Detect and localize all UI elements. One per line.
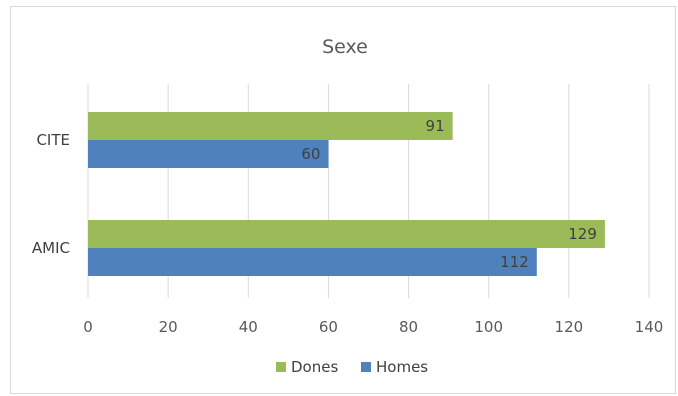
chart-title: Sexe [322, 36, 368, 58]
data-label-homes-amic: 112 [500, 253, 529, 271]
x-tick-label-140: 140 [635, 318, 664, 336]
y-axis-categories: CITE AMIC [32, 131, 70, 257]
chart-frame [10, 6, 676, 394]
data-label-dones-cite: 91 [426, 117, 445, 135]
bar-homes-amic [88, 248, 537, 276]
data-label-homes-cite: 60 [301, 145, 320, 163]
legend-label-homes: Homes [376, 358, 428, 376]
x-tick-label-120: 120 [555, 318, 584, 336]
x-tick-label-100: 100 [474, 318, 503, 336]
x-axis-ticks: 0 20 40 60 80 100 120 140 [83, 318, 663, 336]
x-tick-label-40: 40 [239, 318, 258, 336]
x-tick-label-20: 20 [159, 318, 178, 336]
data-label-dones-amic: 129 [568, 225, 597, 243]
legend-label-dones: Dones [291, 358, 338, 376]
bars [88, 112, 605, 276]
bar-dones-amic [88, 220, 605, 248]
bar-dones-cite [88, 112, 453, 140]
legend: Dones Homes [276, 358, 428, 376]
legend-swatch-dones [276, 362, 286, 372]
bar-homes-cite [88, 140, 329, 168]
x-tick-label-0: 0 [83, 318, 93, 336]
legend-swatch-homes [361, 362, 371, 372]
category-label-cite: CITE [36, 131, 70, 149]
x-tick-label-80: 80 [399, 318, 418, 336]
x-tick-label-60: 60 [319, 318, 338, 336]
data-labels: 91 60 129 112 [301, 117, 597, 271]
category-label-amic: AMIC [32, 239, 70, 257]
